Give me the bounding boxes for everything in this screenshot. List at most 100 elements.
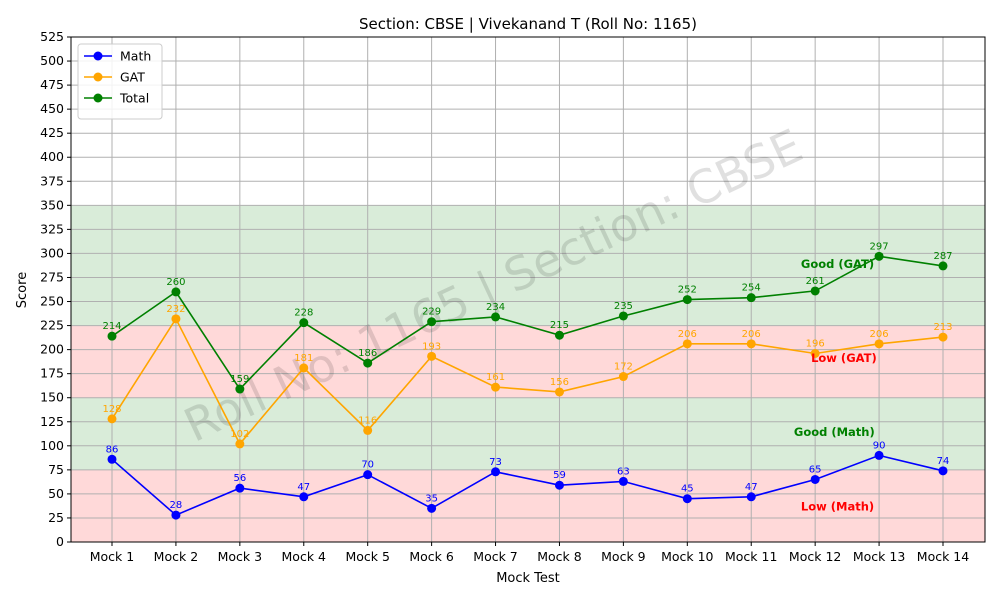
band-annotation: Good (Math) (794, 425, 875, 439)
total-point (554, 330, 564, 340)
gat-line (111, 317, 944, 446)
gat-data-label: 172 (614, 362, 633, 373)
x-tick-label: Mock 8 (537, 549, 582, 564)
math-data-label: 74 (937, 456, 950, 467)
y-tick-label: 275 (40, 269, 64, 284)
gat-data-label: 206 (870, 329, 889, 340)
math-data-label: 28 (170, 500, 183, 511)
math-data-label: 90 (873, 440, 886, 451)
math-data-label: 45 (681, 484, 694, 495)
y-tick-label: 375 (40, 173, 64, 188)
math-point (810, 474, 820, 484)
chart-title: Section: CBSE | Vivekanand T (Roll No: 1… (359, 15, 697, 33)
math-data-label: 86 (106, 444, 119, 455)
total-point (107, 331, 117, 341)
y-tick-label: 425 (40, 125, 64, 140)
series-layer: 86 28 56 47 70 35 73 59 63 45 47 65 90 74 128 232 102 181… (102, 241, 953, 520)
total-data-label: 235 (614, 301, 633, 312)
legend-total-marker (93, 93, 103, 103)
legend-math-label: Math (120, 49, 151, 64)
math-data-label: 73 (489, 457, 502, 468)
x-tick-label: Mock 14 (917, 549, 969, 564)
y-tick-label: 175 (40, 366, 64, 381)
math-data-label: 35 (425, 493, 438, 504)
math-point (171, 510, 181, 520)
math-data-label: 47 (745, 482, 758, 493)
band-annotation: Low (Math) (801, 499, 874, 513)
math-point (491, 467, 501, 477)
total-data-label: 297 (870, 241, 889, 252)
gat-point (235, 439, 245, 449)
math-point (682, 494, 692, 504)
y-tick-label: 125 (40, 414, 64, 429)
x-tick-label: Mock 11 (725, 549, 777, 564)
total-data-label: 186 (358, 348, 377, 359)
gat-point (363, 425, 373, 435)
math-point (107, 454, 117, 464)
axes-layer: 0 25 50 75 100 125 150 175 200 225 250 275 300 325 350… (40, 29, 969, 564)
y-tick-label: 325 (40, 221, 64, 236)
total-line (111, 255, 944, 391)
x-tick-label: Mock 1 (90, 549, 134, 564)
y-tick-label: 350 (40, 197, 64, 212)
x-tick-label: Mock 10 (661, 549, 713, 564)
y-tick-label: 300 (40, 245, 64, 260)
x-tick-label: Mock 9 (601, 549, 646, 564)
plot-frame (70, 36, 986, 543)
total-point (491, 312, 501, 322)
y-tick-label: 450 (40, 101, 64, 116)
total-point (235, 384, 245, 394)
gat-data-label: 206 (678, 329, 697, 340)
legend-total-label: Total (119, 91, 149, 106)
gat-point (938, 332, 948, 342)
x-tick-label: Mock 6 (409, 549, 454, 564)
total-point (746, 293, 756, 303)
band-annotation: Good (GAT) (801, 257, 874, 271)
gat-point (299, 363, 309, 373)
gat-data-label: 193 (422, 341, 441, 352)
math-data-label: 56 (233, 473, 246, 484)
math-point (938, 466, 948, 476)
math-data-label: 65 (809, 464, 822, 475)
math-point (554, 480, 564, 490)
gat-point (427, 351, 437, 361)
total-data-label: 214 (102, 321, 121, 332)
math-data-label: 59 (553, 470, 566, 481)
math-point (746, 492, 756, 502)
total-point (618, 311, 628, 321)
gat-point (171, 314, 181, 324)
gat-point (682, 339, 692, 349)
score-band-2 (71, 325, 985, 398)
total-data-label: 252 (678, 285, 697, 296)
y-tick-label: 525 (40, 29, 64, 44)
y-tick-label: 200 (40, 342, 64, 357)
score-bands (71, 205, 985, 542)
x-tick-label: Mock 13 (853, 549, 905, 564)
total-point (427, 317, 437, 327)
x-axis-label: Mock Test (496, 571, 560, 586)
gat-point (810, 348, 820, 358)
math-data-label: 47 (297, 482, 310, 493)
gat-point (746, 339, 756, 349)
score-band-3 (71, 205, 985, 326)
gat-point (554, 387, 564, 397)
gat-point (491, 382, 501, 392)
x-tick-label: Mock 12 (789, 549, 841, 564)
y-tick-label: 75 (48, 462, 64, 477)
gat-data-label: 156 (550, 377, 569, 388)
total-data-label: 215 (550, 320, 569, 331)
gat-data-label: 181 (294, 353, 313, 364)
total-point (299, 318, 309, 328)
gat-data-label: 206 (742, 329, 761, 340)
total-data-label: 260 (166, 277, 185, 288)
total-data-label: 229 (422, 307, 441, 318)
y-tick-label: 400 (40, 149, 64, 164)
gat-data-label: 196 (806, 338, 825, 349)
y-tick-label: 500 (40, 53, 64, 68)
gat-data-label: 102 (230, 429, 249, 440)
math-point (874, 450, 884, 460)
x-tick-label: Mock 7 (473, 549, 517, 564)
total-point (938, 261, 948, 271)
total-point (171, 287, 181, 297)
x-tick-label: Mock 2 (154, 549, 198, 564)
